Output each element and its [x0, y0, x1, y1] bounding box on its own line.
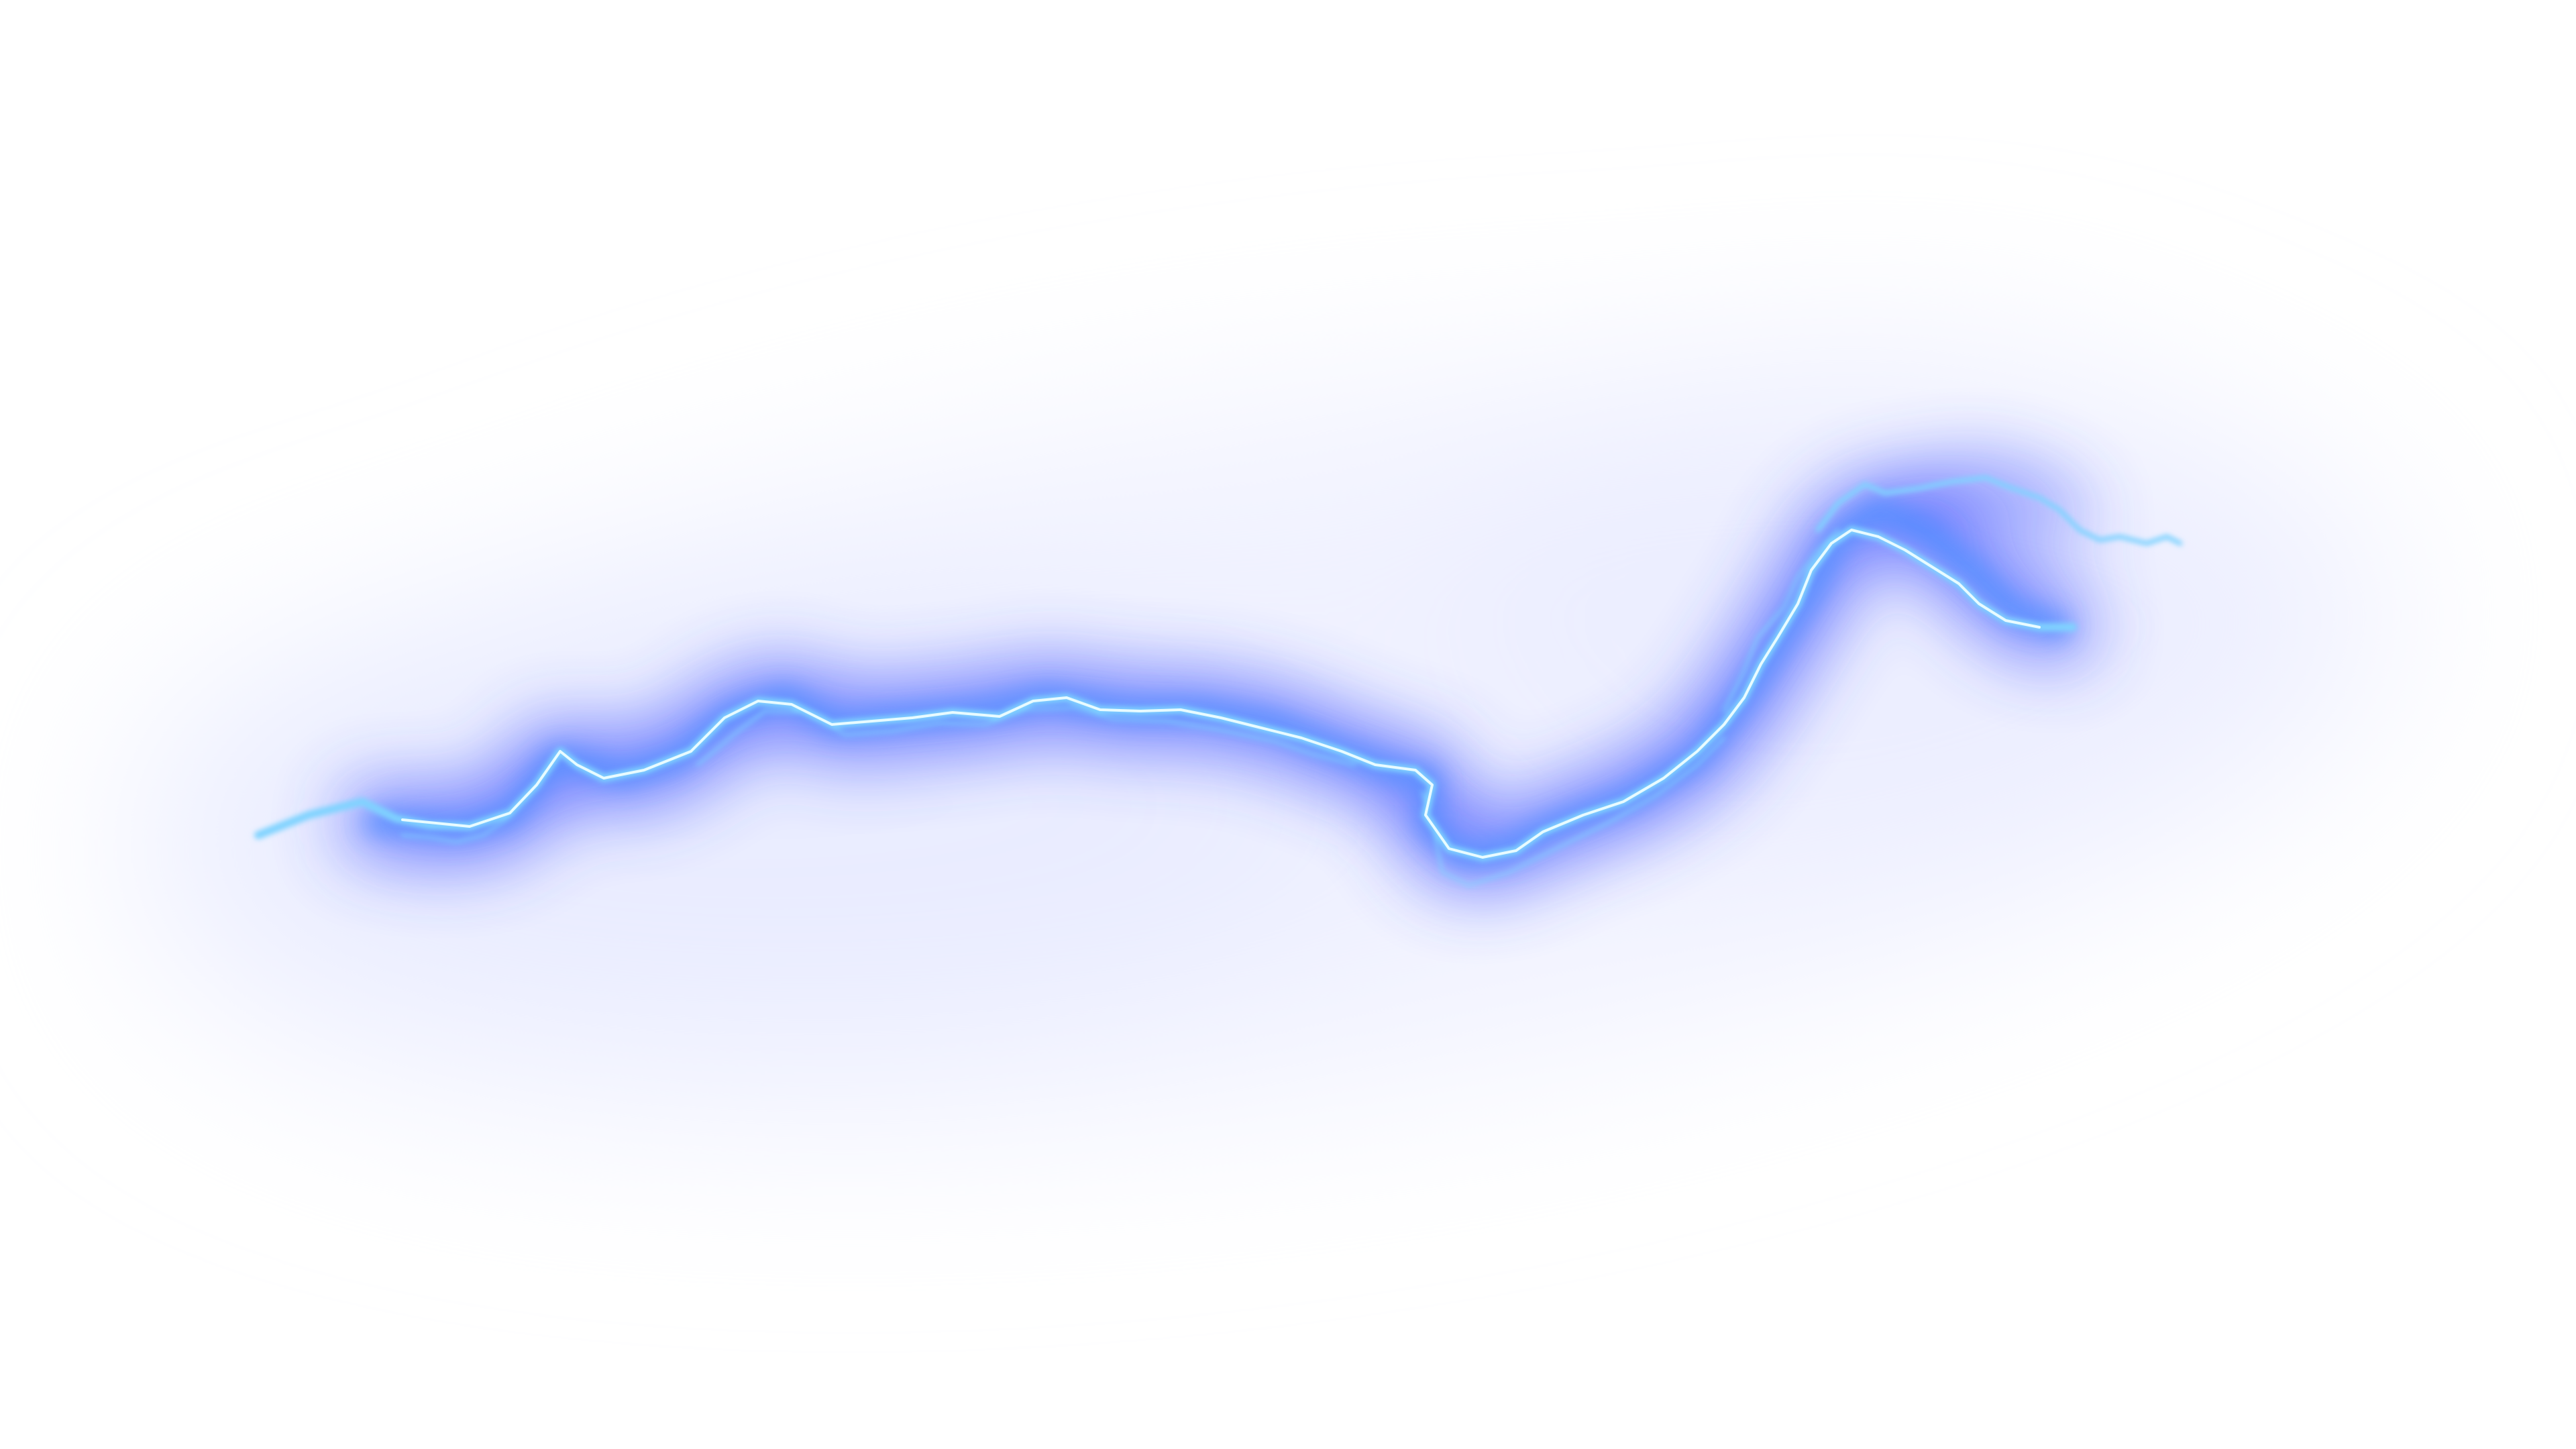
bolt-parallel-strand-b	[1421, 737, 1725, 887]
bolt-glow-wide	[343, 464, 2092, 888]
bolt-core	[401, 529, 2041, 859]
haze-ellipse-right	[1442, 349, 2314, 859]
bolt-upper-branch	[1815, 475, 2183, 546]
bolt-left-branch	[401, 816, 511, 843]
bolt-parallel-strand-a	[696, 706, 1356, 766]
bolt-parallel-strand-c	[1723, 529, 1839, 712]
